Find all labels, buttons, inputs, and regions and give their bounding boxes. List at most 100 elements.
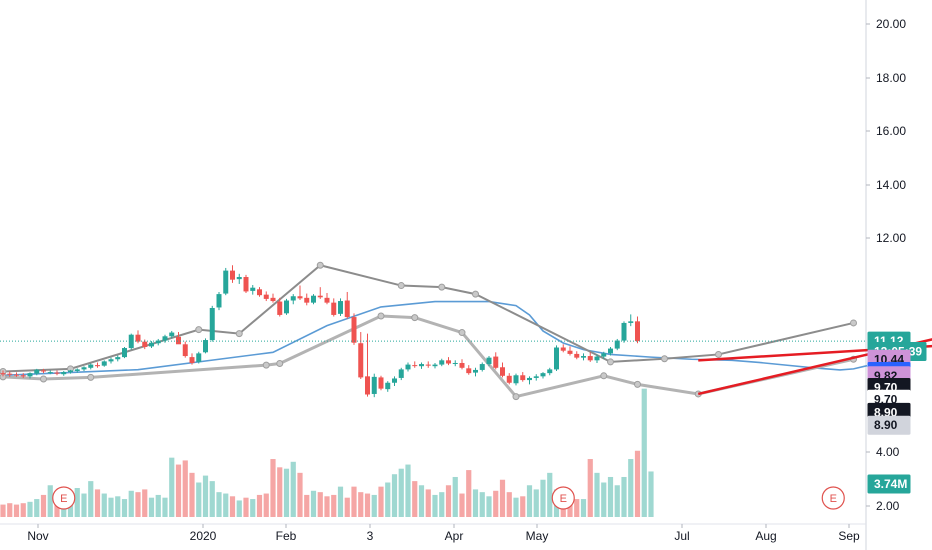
y-tick-label: 20.00 bbox=[876, 17, 906, 31]
volume-bar bbox=[263, 493, 269, 517]
zigzag-pivot bbox=[377, 312, 385, 320]
volume-bar bbox=[466, 470, 472, 517]
candle-body bbox=[533, 376, 539, 378]
y-tick-label: 4.00 bbox=[876, 445, 900, 459]
x-tick-label: Sep bbox=[838, 529, 860, 543]
candle-body bbox=[223, 270, 229, 294]
volume-bar bbox=[628, 459, 634, 517]
candle-body bbox=[203, 340, 208, 353]
candle-body bbox=[628, 321, 634, 323]
earnings-circle bbox=[821, 486, 845, 510]
zigzag-pivot bbox=[600, 372, 608, 380]
volume-bar bbox=[135, 492, 141, 517]
volume-bar bbox=[648, 471, 654, 517]
volume-bar bbox=[580, 499, 587, 517]
zigzag-pivot bbox=[195, 326, 203, 334]
price-tag-label: 9.70 bbox=[874, 392, 898, 406]
volume-bar bbox=[412, 481, 418, 517]
y-tick: 16.00 bbox=[866, 124, 906, 138]
zigzag-pivot bbox=[512, 393, 520, 401]
candle-body bbox=[209, 307, 215, 341]
y-tick: 4.00 bbox=[866, 445, 900, 459]
candle-body bbox=[608, 348, 613, 354]
y-tick: 2.00 bbox=[866, 499, 900, 513]
volume-bar bbox=[317, 492, 323, 517]
candle-body bbox=[479, 364, 485, 370]
x-tick: Apr bbox=[445, 524, 463, 543]
volume-bar bbox=[270, 459, 276, 517]
candle-body bbox=[452, 362, 458, 364]
volume-bar bbox=[344, 497, 350, 517]
volume-bar bbox=[594, 472, 600, 517]
candle-body bbox=[493, 356, 499, 368]
volume-bar bbox=[391, 474, 398, 517]
earnings-marker: E bbox=[821, 486, 845, 510]
volume-bar bbox=[513, 497, 519, 517]
volume-bar bbox=[34, 499, 40, 517]
candle-body bbox=[169, 332, 175, 337]
candle-body bbox=[290, 296, 296, 301]
candle-body bbox=[371, 376, 377, 394]
candle-body bbox=[257, 289, 262, 296]
volume-bar bbox=[439, 492, 445, 517]
volume-bar bbox=[398, 468, 404, 517]
volume-bar bbox=[148, 497, 155, 517]
volume-bar bbox=[169, 457, 175, 517]
candle-body bbox=[432, 364, 438, 367]
candle-body bbox=[560, 347, 566, 351]
volume-bar bbox=[506, 492, 512, 517]
volume-bar bbox=[526, 485, 533, 517]
earnings-label: E bbox=[830, 493, 837, 505]
volume-bar bbox=[250, 499, 256, 517]
candle-body bbox=[500, 367, 505, 376]
candle-body bbox=[61, 372, 67, 375]
volume-bar bbox=[533, 489, 539, 517]
candle-body bbox=[466, 368, 472, 374]
candle-body bbox=[14, 374, 19, 376]
x-tick: 2020 bbox=[190, 524, 217, 543]
candle-body bbox=[155, 340, 161, 344]
candle-body bbox=[486, 357, 492, 365]
volume-bar bbox=[115, 496, 121, 517]
volume-bar bbox=[277, 467, 283, 517]
volume-bar bbox=[182, 460, 188, 517]
candle-body bbox=[162, 336, 168, 341]
volume-bar bbox=[425, 489, 431, 517]
candle-body bbox=[182, 344, 188, 357]
candle-body bbox=[277, 301, 283, 315]
candle-body bbox=[142, 341, 148, 347]
earnings-label: E bbox=[560, 493, 567, 505]
candle-body bbox=[439, 360, 445, 365]
candle-body bbox=[20, 375, 26, 377]
volume-bar bbox=[162, 497, 168, 517]
volume-bar bbox=[351, 486, 357, 517]
volume-bar bbox=[243, 497, 249, 517]
volume-bar bbox=[520, 496, 526, 517]
x-tick: Nov bbox=[27, 524, 49, 543]
volume-bar bbox=[223, 493, 229, 517]
candle-body bbox=[230, 270, 235, 280]
candle-body bbox=[284, 300, 289, 314]
candle-body bbox=[520, 375, 526, 381]
volume-bar bbox=[445, 485, 452, 517]
y-tick-label: 12.00 bbox=[876, 231, 906, 245]
volume-bar bbox=[540, 479, 546, 517]
zigzag-pivot bbox=[472, 290, 479, 298]
volume-bar bbox=[189, 472, 195, 517]
candle-body bbox=[567, 350, 573, 354]
y-tick: 18.00 bbox=[866, 71, 906, 85]
volume-bar bbox=[499, 479, 506, 517]
candle-body bbox=[243, 277, 249, 292]
candle-body bbox=[27, 373, 33, 377]
candle-body bbox=[594, 356, 600, 361]
candle-body bbox=[540, 373, 546, 377]
candle-body bbox=[263, 294, 269, 299]
candle-body bbox=[405, 364, 411, 370]
volume-bar bbox=[587, 459, 593, 517]
volume-bar bbox=[196, 482, 202, 517]
candle-body bbox=[614, 340, 620, 349]
volume-bar bbox=[81, 493, 87, 517]
volume-bar bbox=[614, 485, 620, 517]
candle-body bbox=[270, 297, 276, 302]
